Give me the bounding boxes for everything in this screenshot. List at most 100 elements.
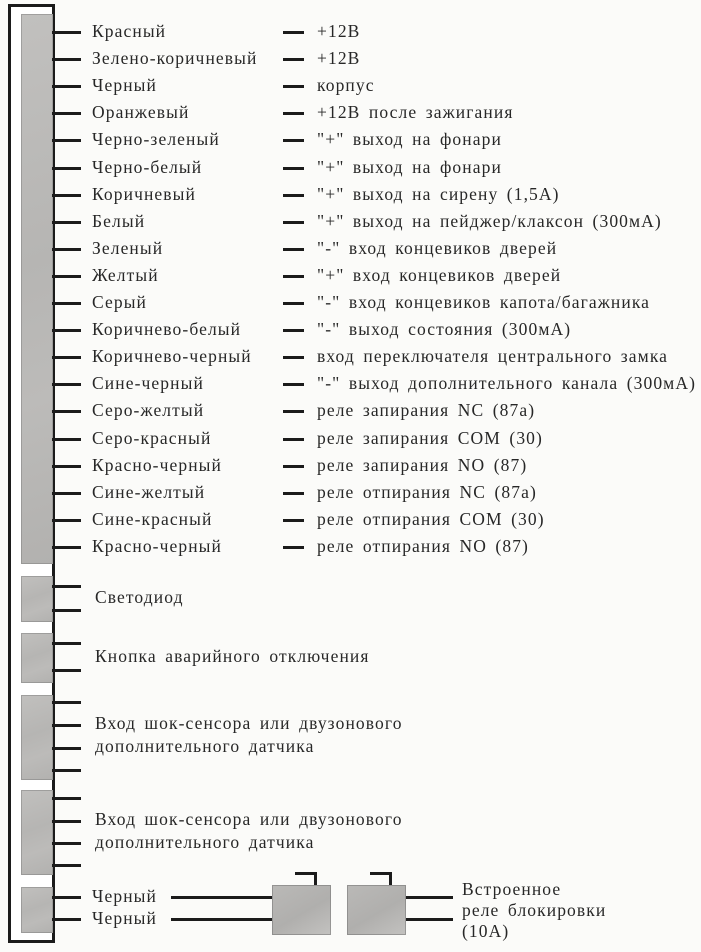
wire-stub <box>52 247 81 251</box>
wire-stub <box>52 747 81 750</box>
wire-function-label: реле запирания NO (87) <box>317 454 528 475</box>
wire-stub <box>52 896 81 899</box>
wire-function-label: "-" вход концевиков капота/багажника <box>317 292 651 312</box>
column-dash <box>283 58 304 62</box>
wire-stub <box>52 302 81 305</box>
wire-color-label: Черный <box>92 75 157 96</box>
relay-terminal-hook-icon <box>295 872 317 875</box>
wire-color-label: Коричнево-черный <box>92 346 252 367</box>
wire-stub <box>52 464 81 468</box>
wire-stub <box>52 220 81 224</box>
column-dash <box>283 329 304 333</box>
wire-stub <box>52 329 81 333</box>
column-dash <box>283 518 304 522</box>
wire-stub <box>52 437 81 441</box>
wire-function-label: +12В <box>317 21 361 41</box>
led-label: Светодиод <box>95 587 184 607</box>
wire-stub <box>52 585 81 588</box>
wire-stub <box>52 112 81 116</box>
wire-color-label: Серо-желтый <box>92 400 205 421</box>
wire-color-label: Зелено-коричневый <box>92 48 258 69</box>
wire-stub <box>52 609 81 612</box>
wire-function-label: "+" выход на пейджер/клаксон (300мА) <box>317 210 662 231</box>
wire-stub <box>52 58 81 62</box>
column-dash <box>283 437 304 441</box>
wire-stub <box>52 85 81 89</box>
relay-wire-line <box>171 896 272 899</box>
relay-box-1 <box>272 885 331 935</box>
wire-function-label: "-" выход дополнительного канала (300мА) <box>317 373 697 394</box>
wire-stub <box>52 642 81 645</box>
column-dash <box>283 112 304 116</box>
valet-button-label: Кнопка аварийного отключения <box>95 646 370 666</box>
wire-stub <box>52 820 81 823</box>
wire-function-label: "-" вход концевиков дверей <box>317 237 558 258</box>
wire-function-label: реле отпирания NC (87a) <box>317 481 537 502</box>
connector-block-shock-sensor-2 <box>21 790 53 875</box>
column-dash <box>283 302 304 305</box>
wire-stub <box>52 31 81 34</box>
wire-stub <box>52 274 81 278</box>
wire-color-label: Зеленый <box>92 237 164 258</box>
wire-stub <box>52 518 81 522</box>
wire-color-label: Коричневый <box>92 183 196 204</box>
column-dash <box>283 545 304 549</box>
wire-color-label: Сине-черный <box>92 373 204 394</box>
wire-color-label: Серо-красный <box>92 427 212 448</box>
column-dash <box>283 220 304 224</box>
relay-terminal-hook-icon <box>314 872 317 885</box>
wire-function-label: "+" вход концевиков дверей <box>317 264 562 285</box>
wire-function-label: +12В <box>317 48 361 69</box>
wire-stub <box>52 769 81 772</box>
wire-color-label: Черно-зеленый <box>92 129 220 150</box>
wire-stub <box>52 842 81 845</box>
connector-block-valet-button <box>21 633 53 683</box>
wire-stub <box>52 701 81 704</box>
wire-stub <box>52 918 81 921</box>
wire-color-label: Черно-белый <box>92 156 203 177</box>
column-dash <box>283 491 304 495</box>
column-dash <box>283 166 304 170</box>
wire-color-label: Коричнево-белый <box>92 319 242 340</box>
wire-stub <box>52 724 81 727</box>
wire-function-label: +12В после зажигания <box>317 102 514 123</box>
wire-color-label: Красный <box>92 21 167 41</box>
column-dash <box>283 356 304 360</box>
wire-color-label: Оранжевый <box>92 102 190 123</box>
wire-color-label: Красно-черный <box>92 535 223 556</box>
column-dash <box>283 383 304 387</box>
wire-stub <box>52 166 81 170</box>
wire-stub <box>52 491 81 495</box>
relay-box-2 <box>347 885 406 935</box>
wire-stub <box>52 383 81 387</box>
relay-terminal-hook-icon <box>370 872 392 875</box>
wire-stub <box>52 193 81 197</box>
column-dash <box>283 85 304 89</box>
relay-output-line <box>406 896 453 899</box>
wire-color-label: Сине-красный <box>92 508 213 529</box>
column-dash <box>283 410 304 414</box>
wire-stub <box>52 356 81 360</box>
relay-output-line <box>406 918 453 921</box>
wire-stub <box>52 797 81 800</box>
wire-stub <box>52 669 81 672</box>
wire-function-label: реле запирания NC (87a) <box>317 400 536 421</box>
relay-wire-color-label: Черный <box>92 908 157 928</box>
wire-function-label: реле отпирания NO (87) <box>317 535 529 556</box>
wire-function-label: корпус <box>317 75 375 96</box>
wire-stub <box>52 139 81 143</box>
connector-block-led <box>21 576 53 622</box>
wire-function-label: вход переключателя центрального замка <box>317 346 669 367</box>
column-dash <box>283 139 304 143</box>
wire-function-label: реле запирания COM (30) <box>317 427 543 448</box>
column-dash <box>283 274 304 278</box>
relay-wire-line <box>171 918 272 921</box>
relay-terminal-hook-icon <box>389 872 392 885</box>
wire-color-label: Сине-желтый <box>92 481 206 502</box>
connector-block-shock-sensor-1 <box>21 695 53 780</box>
wire-function-label: реле отпирания COM (30) <box>317 508 545 529</box>
wire-stub <box>52 864 81 867</box>
connector-block-main <box>21 14 53 564</box>
wire-color-label: Серый <box>92 292 148 312</box>
